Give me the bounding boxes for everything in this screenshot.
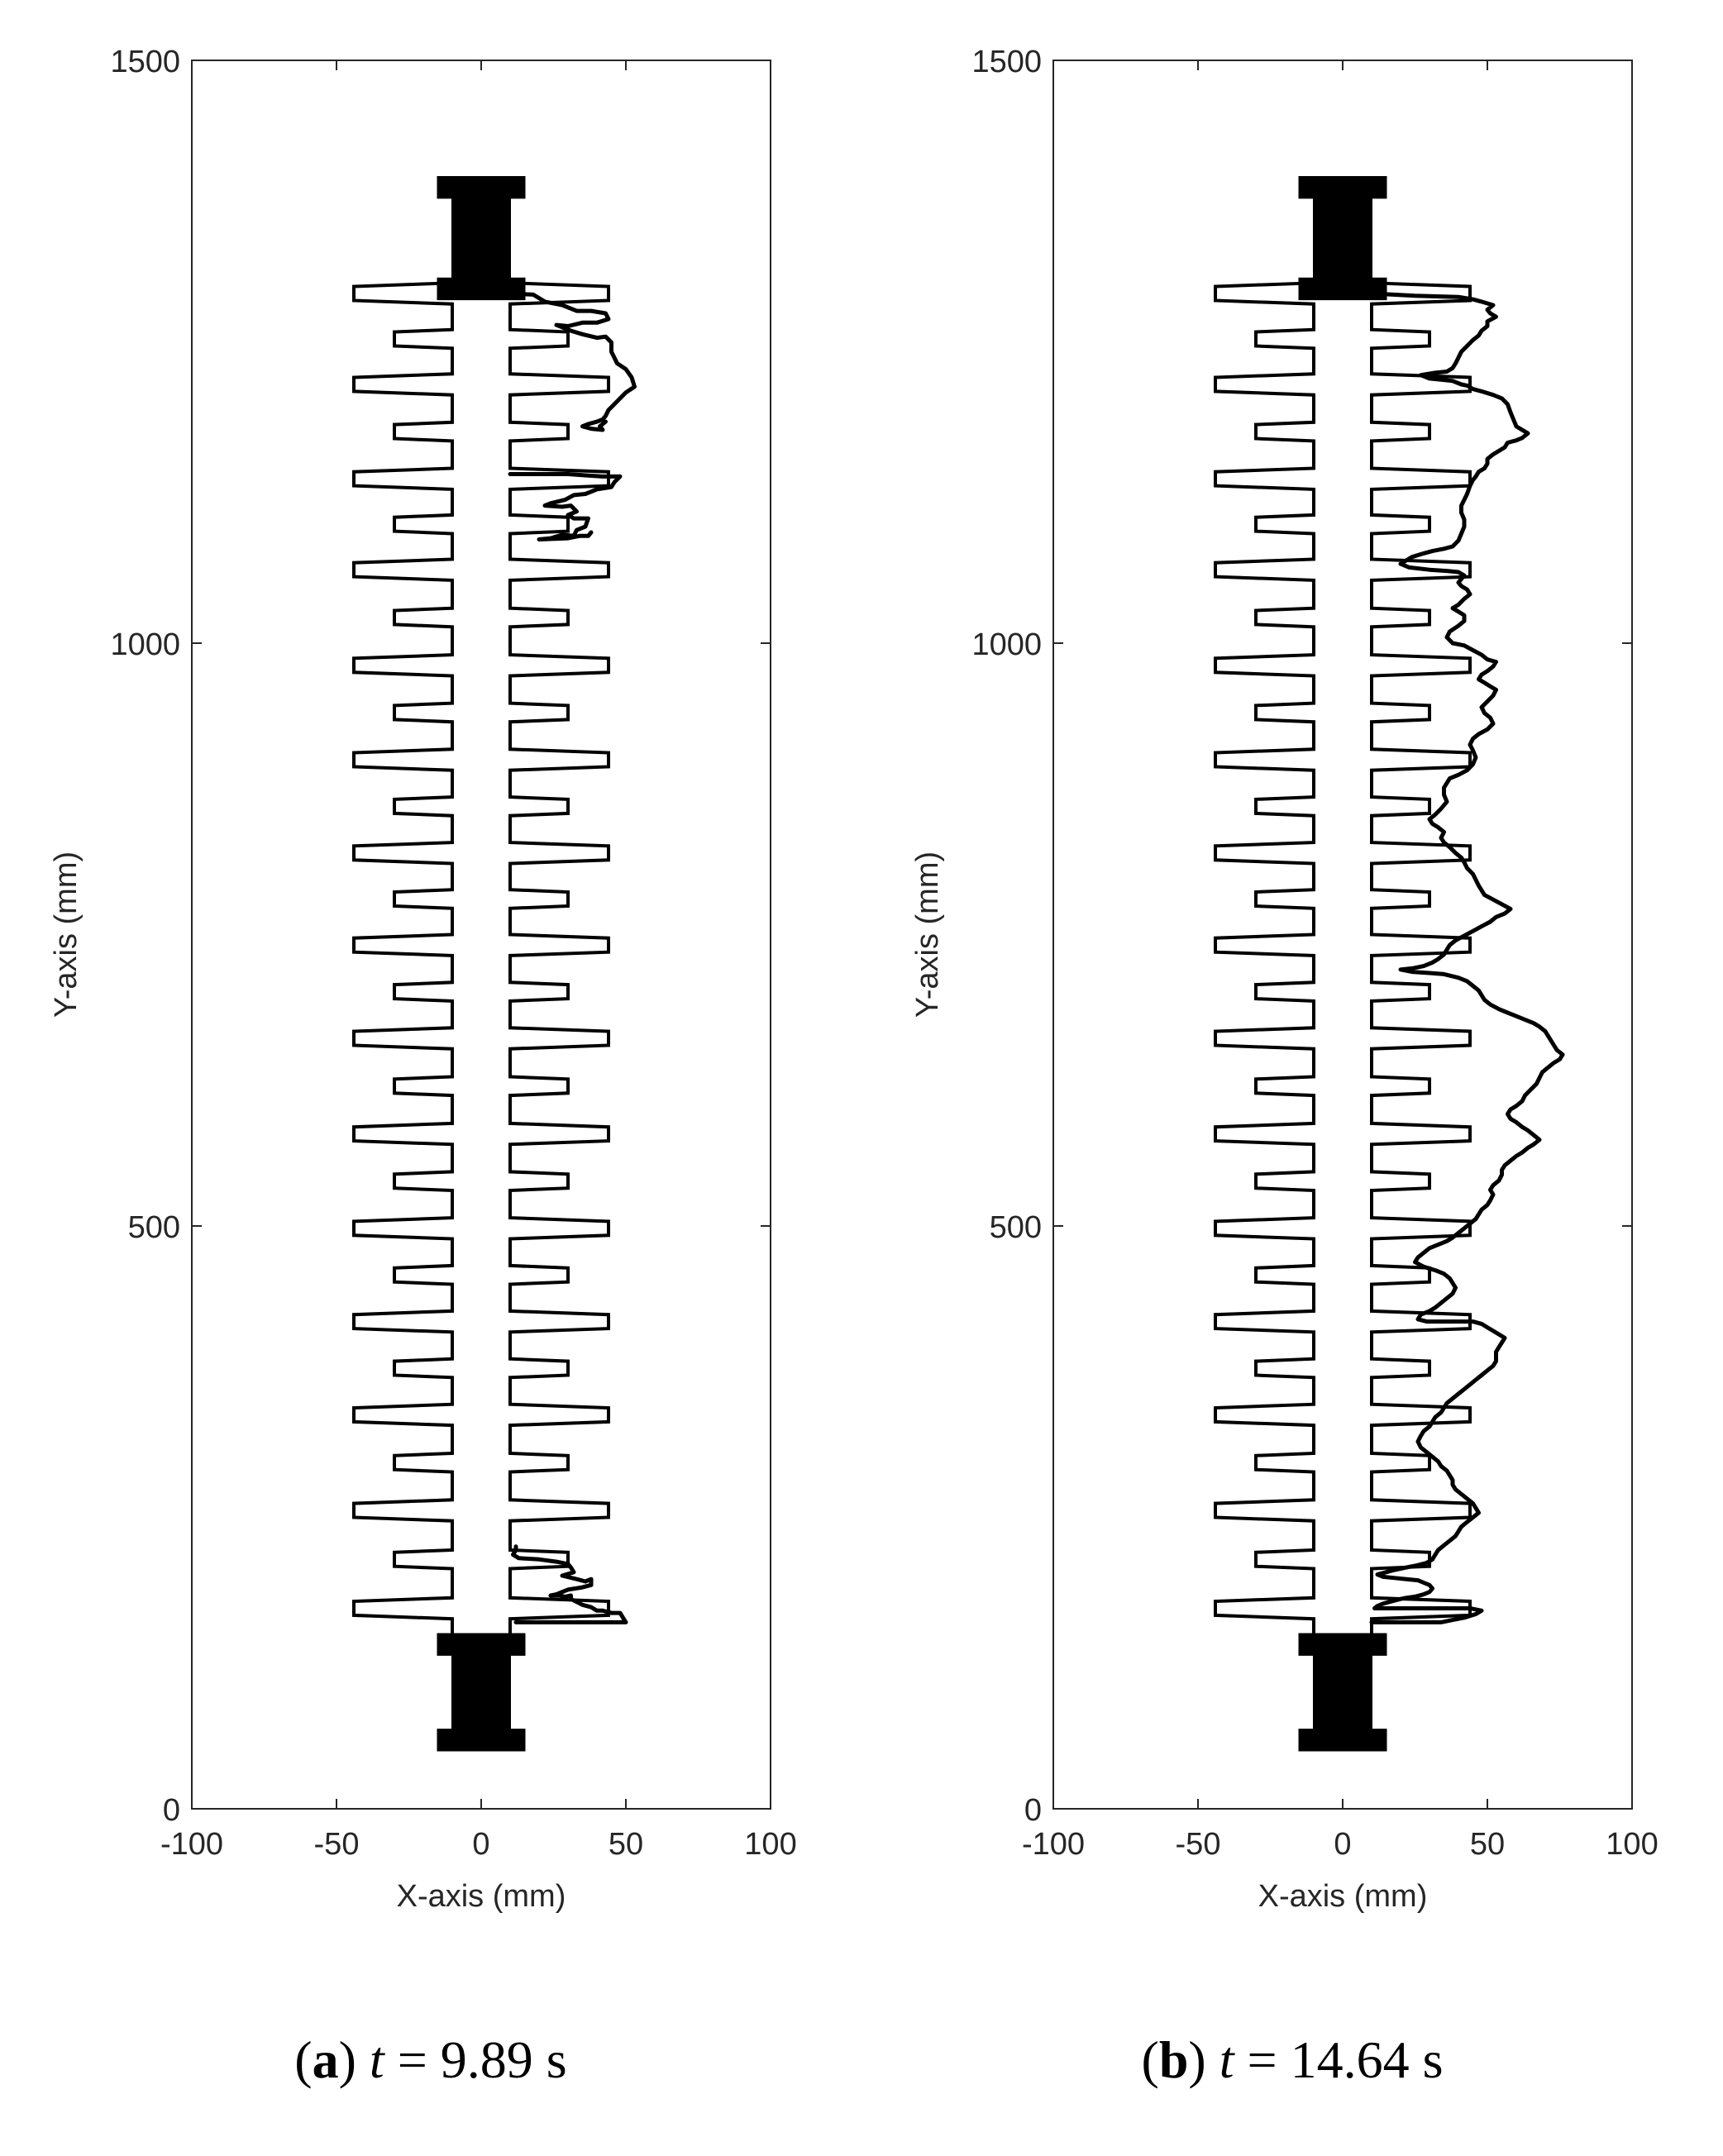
chart-b-x-axis-label: X-axis (mm) [1258, 1879, 1428, 1914]
chart-b-discharge-path-1 [1369, 291, 1565, 1624]
chart-panel-a: -100 -50 0 50 100 0 500 1000 1500 X-axis (mm) Y-ax… [49, 45, 797, 2089]
caption-b-var: t [1219, 2030, 1234, 2089]
chart-b-y-tick-label: 1500 [971, 45, 1042, 79]
chart-b-y-tick-label: 1000 [971, 627, 1042, 662]
chart-b-bottom-fitting [1298, 1633, 1387, 1752]
chart-b-insulator-right-profile [1370, 281, 1472, 1634]
chart-a-x-tick-label: 50 [609, 1827, 643, 1862]
chart-b-top-fitting [1298, 176, 1387, 301]
chart-a-y-tick-label: 1000 [110, 627, 180, 662]
chart-b-x-tick-label: 50 [1470, 1827, 1505, 1862]
chart-a-y-tick-label: 0 [163, 1793, 180, 1828]
chart-a-x-axis-label: X-axis (mm) [397, 1879, 566, 1914]
chart-a-discharge-path-2 [508, 472, 623, 541]
chart-a-discharge-path-3 [511, 1544, 628, 1624]
chart-a-top-fitting [437, 176, 526, 301]
caption-a-text: = 9.89 s [397, 2030, 567, 2089]
caption-b-letter: b [1158, 2030, 1189, 2089]
chart-b-x-tick-label: -100 [1022, 1827, 1085, 1862]
chart-a-insulator-left-profile [352, 281, 454, 1634]
chart-a-y-tick-label: 500 [128, 1210, 180, 1245]
chart-b-x-tick-label: -50 [1176, 1827, 1221, 1862]
chart-a-insulator-right-profile [508, 281, 610, 1634]
chart-a-discharge-path-1 [508, 291, 637, 432]
chart-b-x-tick-label: 100 [1606, 1827, 1658, 1862]
caption-b-text: = 14.64 s [1247, 2030, 1444, 2089]
chart-b-insulator-left-profile [1214, 281, 1315, 1634]
chart-a-y-axis-label: Y-axis (mm) [49, 851, 84, 1018]
chart-a-axes-box [191, 60, 771, 1810]
chart-b-y-tick-label: 0 [1024, 1793, 1042, 1828]
chart-b-y-tick-label: 500 [990, 1210, 1042, 1245]
chart-panel-b: -100 -50 0 50 100 0 500 1000 1500 X-axis (mm) Y-ax… [862, 0, 1723, 2156]
caption-a-letter: a [312, 2030, 339, 2089]
chart-a-x-tick-label: 100 [744, 1827, 796, 1862]
chart-a-x-tick-label: 0 [472, 1827, 489, 1862]
caption-a-var: t [369, 2030, 384, 2089]
chart-b-axes-box [1052, 60, 1633, 1810]
chart-a-x-tick-label: -100 [160, 1827, 223, 1862]
chart-b-y-axis-label: Y-axis (mm) [910, 851, 945, 1018]
chart-b-x-tick-label: 0 [1334, 1827, 1351, 1862]
chart-a-bottom-fitting [437, 1633, 526, 1752]
caption-b: (b) t = 14.64 s [1141, 2030, 1444, 2089]
chart-a-x-tick-label: -50 [314, 1827, 360, 1862]
caption-a: (a) t = 9.89 s [294, 2030, 567, 2089]
chart-a-y-tick-label: 1500 [110, 45, 180, 79]
